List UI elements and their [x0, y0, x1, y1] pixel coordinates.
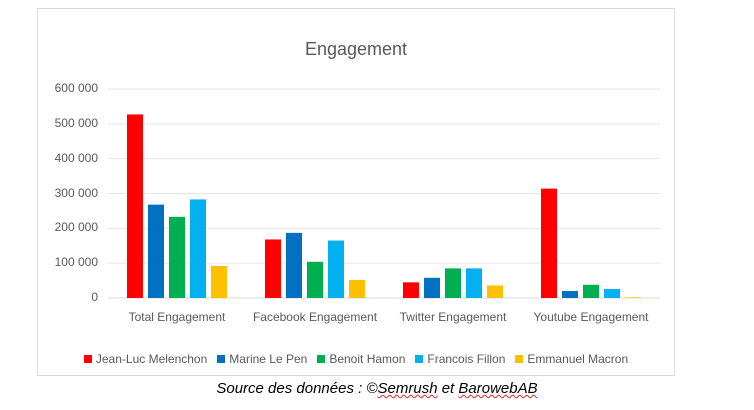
chart-plot [108, 88, 660, 299]
bar [148, 204, 164, 298]
bar [403, 282, 419, 298]
source-brand-semrush: Semrush [377, 380, 438, 397]
bar [604, 288, 620, 298]
bar [190, 199, 206, 298]
source-middle: et [437, 380, 459, 397]
x-category-label: Facebook Engagement [252, 310, 378, 324]
bar [445, 268, 461, 298]
legend-label: Emmanuel Macron [527, 352, 629, 366]
legend-swatch [317, 355, 326, 363]
bar [562, 291, 578, 298]
y-tick-label: 400 000 [54, 150, 98, 165]
legend-swatch [415, 355, 424, 363]
x-category-label: Twitter Engagement [399, 310, 507, 324]
legend-item: Jean-Luc Melenchon [83, 352, 208, 366]
bar [286, 232, 302, 298]
bar [625, 297, 641, 298]
bar [466, 268, 482, 298]
chart-frame: Engagement 0 100 000 200 000 300 000 400 000… [37, 8, 675, 376]
source-prefix: Source des données : © [216, 380, 378, 397]
y-tick-label: 100 000 [54, 255, 98, 270]
legend-swatch [83, 355, 92, 363]
source-brand-baroweb: BarowebAB [458, 380, 538, 397]
y-tick-label: 500 000 [54, 115, 98, 130]
legend-item: Marine Le Pen [217, 352, 307, 366]
y-tick-label: 0 [91, 290, 98, 304]
legend-item: Emmanuel Macron [515, 352, 628, 366]
y-tick-label: 200 000 [54, 220, 98, 235]
y-tick-label: 600 000 [54, 81, 98, 95]
legend-label: Francois Fillon [427, 352, 506, 366]
bar [265, 239, 281, 298]
chart-title: Engagement [304, 39, 408, 59]
x-category-label: Total Engagement [128, 310, 226, 324]
legend-swatch [515, 355, 524, 363]
bar [424, 277, 440, 298]
bar [169, 216, 185, 298]
bar [328, 240, 344, 298]
bar [349, 279, 365, 298]
legend-label: Jean-Luc Melenchon [95, 352, 208, 366]
bar [583, 284, 599, 298]
chart-legend: Jean-Luc Melenchon Marine Le Pen Benoit Ha… [38, 352, 674, 366]
bar [211, 265, 227, 298]
bar [127, 114, 143, 298]
bar [541, 188, 557, 298]
x-category-label: Youtube Engagement [533, 310, 649, 324]
bar [307, 261, 323, 298]
y-tick-label: 300 000 [54, 185, 98, 200]
legend-label: Marine Le Pen [229, 352, 308, 366]
legend-item: Francois Fillon [415, 352, 505, 366]
legend-label: Benoit Hamon [329, 352, 406, 366]
legend-item: Benoit Hamon [317, 352, 405, 366]
source-caption: Source des données : ©Semrush et Baroweb… [0, 380, 754, 397]
legend-swatch [217, 355, 226, 363]
bar [487, 285, 503, 298]
